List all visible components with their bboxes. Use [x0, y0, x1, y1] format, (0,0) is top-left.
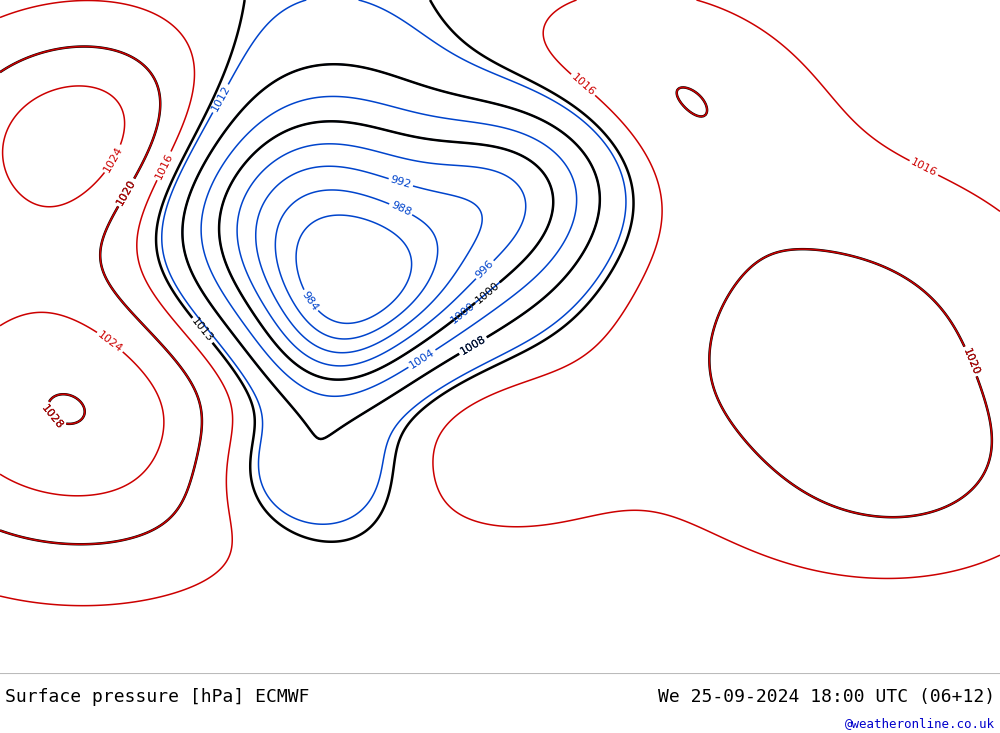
Text: 1020: 1020 — [115, 178, 138, 207]
Text: We 25-09-2024 18:00 UTC (06+12): We 25-09-2024 18:00 UTC (06+12) — [658, 688, 995, 706]
Text: 1016: 1016 — [153, 151, 175, 180]
Text: 992: 992 — [389, 174, 412, 191]
Text: 1020: 1020 — [961, 347, 981, 376]
Text: 984: 984 — [300, 289, 320, 312]
Text: 1020: 1020 — [115, 178, 138, 207]
Text: 1016: 1016 — [909, 157, 939, 179]
Text: 1008: 1008 — [458, 334, 488, 357]
Text: 996: 996 — [474, 259, 496, 281]
Text: 1000: 1000 — [473, 280, 501, 306]
Text: 1028: 1028 — [39, 402, 65, 431]
Text: Surface pressure [hPa] ECMWF: Surface pressure [hPa] ECMWF — [5, 688, 310, 706]
Text: 1020: 1020 — [961, 347, 981, 376]
Text: 1024: 1024 — [96, 329, 125, 354]
Text: 1028: 1028 — [39, 402, 65, 431]
Text: 988: 988 — [389, 200, 413, 218]
Text: 1013: 1013 — [190, 317, 215, 345]
Text: 1008: 1008 — [458, 334, 488, 357]
Text: 1024: 1024 — [102, 144, 125, 174]
Text: 1012: 1012 — [209, 84, 232, 113]
Text: 1016: 1016 — [569, 72, 597, 97]
Text: 1000: 1000 — [449, 301, 477, 325]
Text: 1004: 1004 — [407, 347, 437, 370]
Text: @weatheronline.co.uk: @weatheronline.co.uk — [845, 717, 995, 730]
